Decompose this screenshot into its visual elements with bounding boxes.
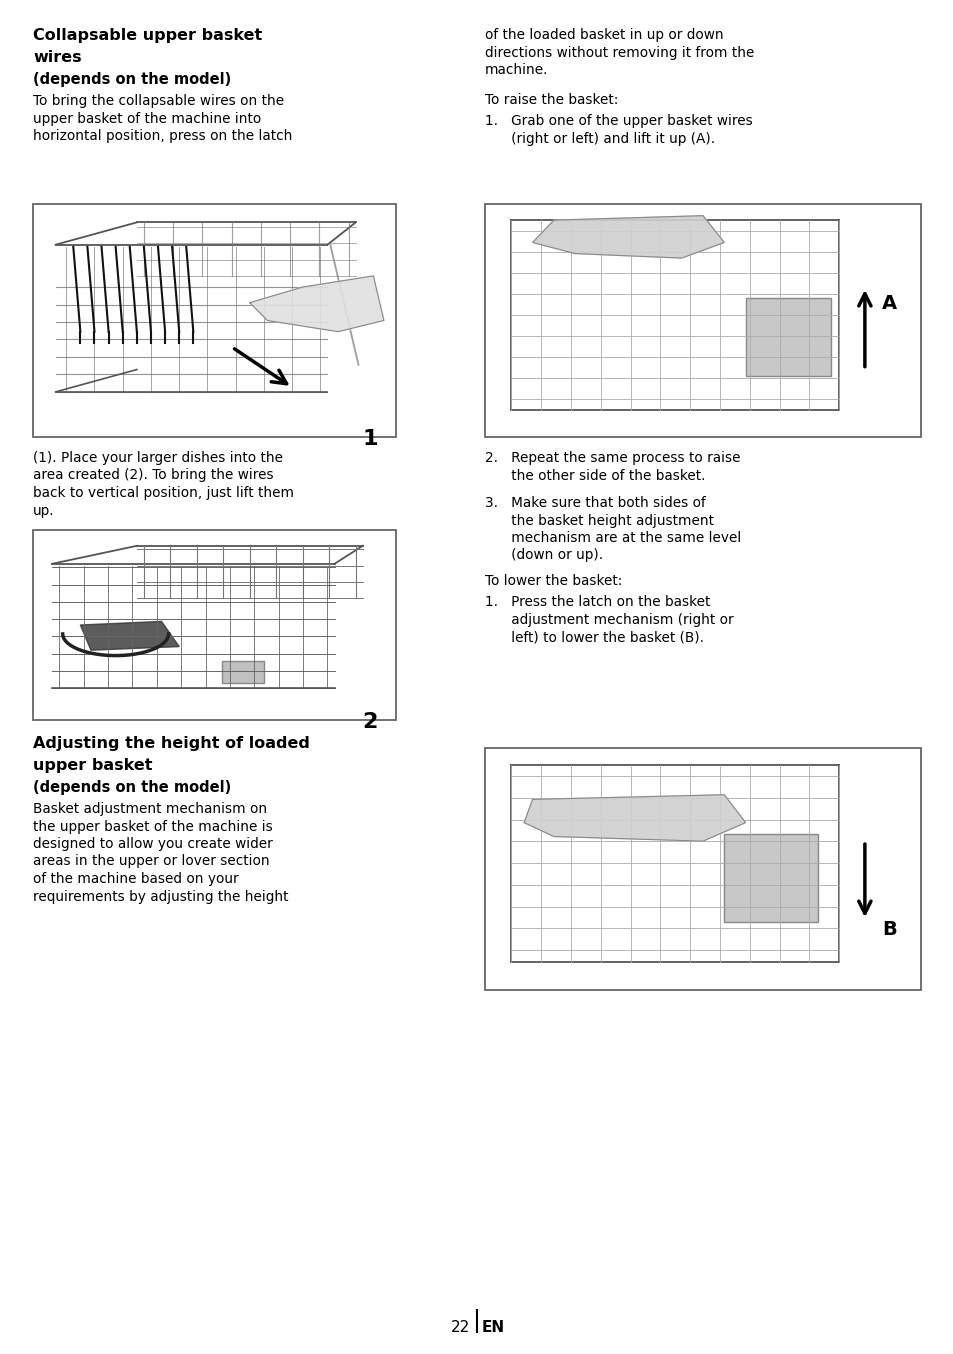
Text: up.: up. <box>33 504 54 517</box>
Text: the other side of the basket.: the other side of the basket. <box>484 468 705 482</box>
Text: areas in the upper or lover section: areas in the upper or lover section <box>33 854 270 868</box>
Text: To lower the basket:: To lower the basket: <box>484 574 621 588</box>
Bar <box>33 529 395 720</box>
Text: Collapsable upper basket: Collapsable upper basket <box>33 28 262 43</box>
Polygon shape <box>80 621 179 650</box>
Text: 22: 22 <box>450 1320 470 1335</box>
Text: upper basket of the machine into: upper basket of the machine into <box>33 111 261 126</box>
Text: designed to allow you create wider: designed to allow you create wider <box>33 837 273 852</box>
Bar <box>221 661 264 682</box>
Text: left) to lower the basket (B).: left) to lower the basket (B). <box>484 631 703 645</box>
Text: (1). Place your larger dishes into the: (1). Place your larger dishes into the <box>33 451 283 464</box>
Text: the basket height adjustment: the basket height adjustment <box>484 513 713 528</box>
Text: 1: 1 <box>362 429 377 450</box>
Text: wires: wires <box>33 50 82 65</box>
Bar <box>33 204 395 437</box>
Text: 3.   Make sure that both sides of: 3. Make sure that both sides of <box>484 496 705 510</box>
Text: adjustment mechanism (right or: adjustment mechanism (right or <box>484 613 733 627</box>
Text: horizontal position, press on the latch: horizontal position, press on the latch <box>33 129 292 144</box>
Text: back to vertical position, just lift them: back to vertical position, just lift the… <box>33 486 294 500</box>
Text: directions without removing it from the: directions without removing it from the <box>484 46 754 60</box>
Polygon shape <box>523 795 745 841</box>
Bar <box>723 834 817 922</box>
Text: Adjusting the height of loaded: Adjusting the height of loaded <box>33 737 310 751</box>
Text: To bring the collapsable wires on the: To bring the collapsable wires on the <box>33 93 284 108</box>
Text: B: B <box>881 919 896 940</box>
Text: Basket adjustment mechanism on: Basket adjustment mechanism on <box>33 802 267 816</box>
Text: To raise the basket:: To raise the basket: <box>484 92 618 107</box>
Text: of the machine based on your: of the machine based on your <box>33 872 238 886</box>
Bar <box>745 298 830 376</box>
Text: (depends on the model): (depends on the model) <box>33 780 231 795</box>
Text: upper basket: upper basket <box>33 758 152 773</box>
Text: (depends on the model): (depends on the model) <box>33 72 231 87</box>
Polygon shape <box>250 276 383 332</box>
Text: 1.   Grab one of the upper basket wires: 1. Grab one of the upper basket wires <box>484 114 752 129</box>
Text: of the loaded basket in up or down: of the loaded basket in up or down <box>484 28 723 42</box>
Bar <box>484 747 920 990</box>
Text: 1.   Press the latch on the basket: 1. Press the latch on the basket <box>484 596 710 609</box>
Text: machine.: machine. <box>484 64 548 77</box>
Text: EN: EN <box>481 1320 504 1335</box>
Text: 2: 2 <box>362 712 377 733</box>
Text: A: A <box>881 294 896 313</box>
Text: requirements by adjusting the height: requirements by adjusting the height <box>33 890 288 903</box>
Text: (down or up).: (down or up). <box>484 548 602 562</box>
Text: area created (2). To bring the wires: area created (2). To bring the wires <box>33 468 274 482</box>
Text: the upper basket of the machine is: the upper basket of the machine is <box>33 819 273 834</box>
Text: 2.   Repeat the same process to raise: 2. Repeat the same process to raise <box>484 451 740 464</box>
Text: (right or left) and lift it up (A).: (right or left) and lift it up (A). <box>484 131 715 145</box>
Bar <box>484 204 920 437</box>
Polygon shape <box>532 215 723 259</box>
Text: mechanism are at the same level: mechanism are at the same level <box>484 531 740 546</box>
